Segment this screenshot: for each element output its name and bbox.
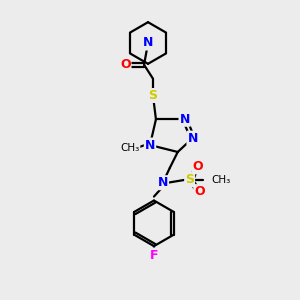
Text: N: N xyxy=(158,176,168,189)
Text: S: S xyxy=(185,173,194,186)
Text: CH₃: CH₃ xyxy=(121,143,140,153)
Text: O: O xyxy=(194,185,205,198)
Text: N: N xyxy=(143,37,153,50)
Text: O: O xyxy=(120,58,130,71)
Text: F: F xyxy=(150,248,158,262)
Text: N: N xyxy=(145,139,155,152)
Text: CH₃: CH₃ xyxy=(212,175,231,185)
Text: S: S xyxy=(148,89,158,102)
Text: N: N xyxy=(179,113,190,126)
Text: O: O xyxy=(192,160,203,173)
Text: N: N xyxy=(188,132,198,145)
